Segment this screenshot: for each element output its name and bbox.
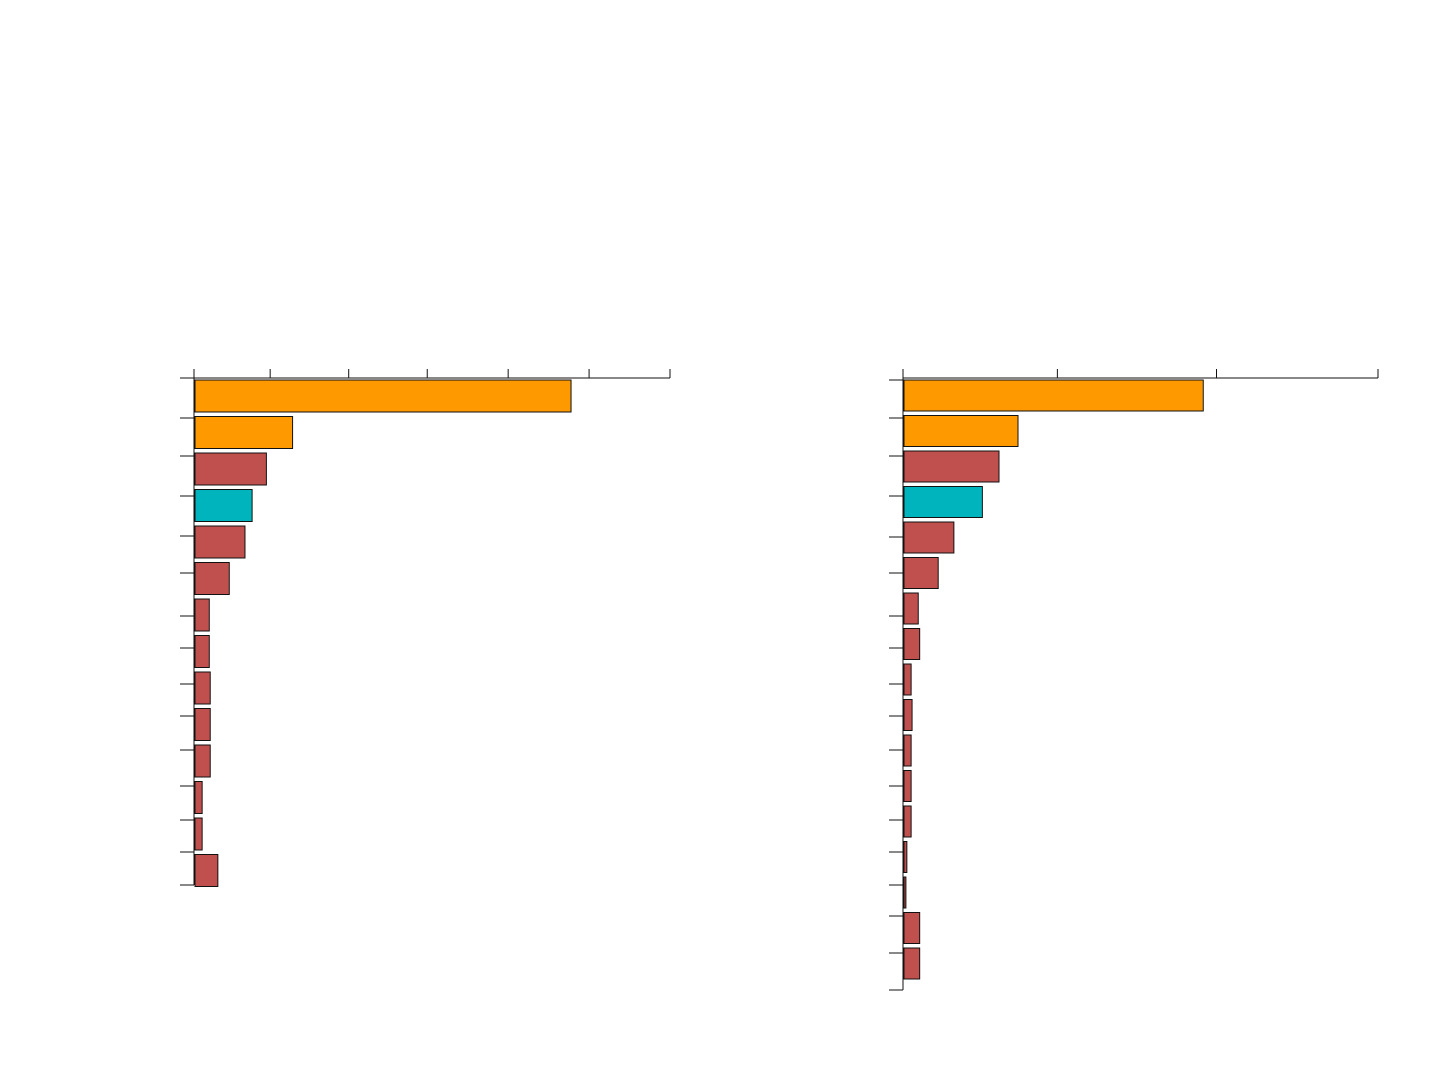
bar-0-2	[194, 452, 267, 486]
bar-0-0	[194, 379, 572, 413]
bar-1-2	[903, 450, 1000, 483]
bar-1-3	[903, 486, 983, 518]
bar-1-7	[903, 628, 921, 660]
bar-0-1	[194, 416, 294, 449]
bar-1-13	[903, 841, 908, 873]
bar-0-8	[194, 671, 211, 705]
bar-1-16	[903, 947, 921, 980]
right-bar-chart	[889, 369, 1379, 991]
bar-1-10	[903, 734, 912, 767]
bar-1-4	[903, 521, 955, 554]
bar-1-0	[903, 379, 1204, 412]
bar-1-1	[903, 415, 1019, 447]
bar-0-5	[194, 562, 230, 595]
bar-0-4	[194, 525, 246, 559]
bar-0-13	[194, 854, 219, 887]
bar-1-14	[903, 876, 907, 909]
bar-0-7	[194, 635, 210, 668]
bar-0-11	[194, 781, 203, 814]
bar-1-12	[903, 805, 912, 838]
bar-1-6	[903, 592, 919, 625]
bar-1-11	[903, 770, 912, 802]
bar-0-3	[194, 489, 253, 522]
bar-1-8	[903, 663, 912, 696]
bar-1-5	[903, 557, 939, 589]
bar-0-12	[194, 817, 203, 851]
bar-0-6	[194, 598, 210, 632]
bar-1-9	[903, 699, 913, 731]
left-bar-chart	[180, 369, 671, 887]
bar-0-9	[194, 708, 211, 741]
bar-0-10	[194, 744, 211, 778]
bar-1-15	[903, 912, 921, 944]
